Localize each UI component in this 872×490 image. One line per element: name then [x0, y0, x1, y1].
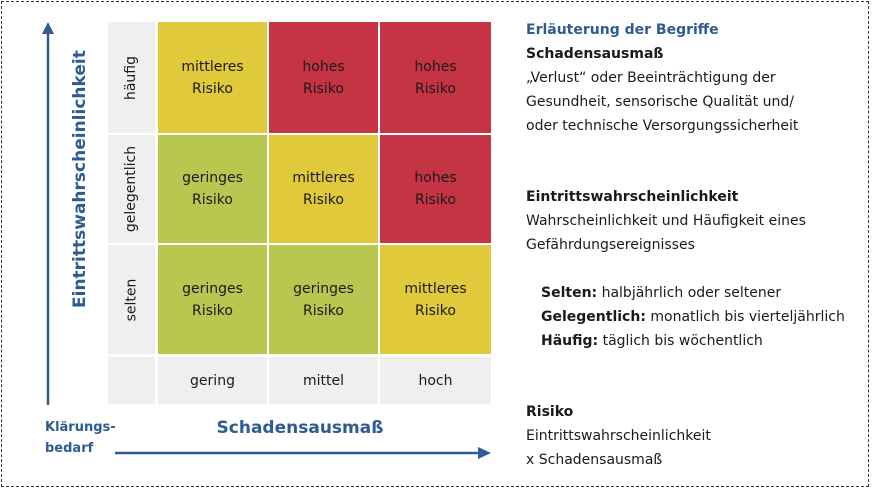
risk-cell-low: geringes Risiko: [269, 245, 378, 354]
corner-label-line2: bedarf: [45, 441, 94, 456]
risk-cell-high: hohes Risiko: [380, 135, 491, 243]
risiko-heading: Risiko: [526, 404, 574, 420]
y-axis-title: Eintrittswahrscheinlichkeit: [70, 50, 90, 308]
col-label: mittel: [269, 357, 378, 404]
eintritt-line: Gefährdungsereignisses: [526, 237, 695, 253]
risk-label: Risiko: [192, 80, 233, 97]
freq-desc: halbjährlich oder seltener: [597, 285, 782, 301]
eintritt-line: Wahrscheinlichkeit und Häufigkeit eines: [526, 213, 806, 229]
risk-label: hohes: [414, 170, 457, 186]
schaden-line: „Verlust“ oder Beeinträchtigung der: [526, 70, 776, 86]
risk-label: Risiko: [415, 80, 456, 97]
freq-term: Gelegentlich:: [541, 309, 646, 325]
row-label: selten: [123, 278, 140, 321]
schaden-line: oder technische Versorgungssicherheit: [526, 118, 799, 134]
corner-label: Klärungs- bedarf: [45, 417, 116, 459]
row-label-cell: häufig: [108, 22, 155, 133]
risk-label: hohes: [414, 58, 457, 75]
x-axis-arrowhead: [478, 447, 491, 459]
risk-cell-medium: mittleres Risiko: [380, 245, 491, 354]
risk-label: Risiko: [415, 192, 456, 208]
risk-label: geringes: [182, 170, 243, 186]
risk-label: Risiko: [192, 192, 233, 208]
row-label-cell: gelegentlich: [108, 135, 155, 243]
freq-item: Selten: halbjährlich oder seltener: [541, 281, 781, 305]
risk-cell-high: hohes Risiko: [269, 22, 378, 133]
freq-desc: monatlich bis vierteljährlich: [645, 309, 845, 325]
corner-label-line1: Klärungs-: [45, 420, 116, 435]
row-label: häufig: [123, 55, 140, 100]
row-label-cell: selten: [108, 245, 155, 354]
freq-item: Häufig: täglich bis wöchentlich: [541, 329, 763, 353]
risk-label: geringes: [182, 280, 243, 297]
freq-term: Häufig:: [541, 333, 599, 349]
col-label: gering: [158, 357, 267, 404]
legend-title: Erläuterung der Begriffe: [526, 22, 719, 38]
risiko-line: x Schadensausmaß: [526, 452, 663, 468]
risk-label: mittleres: [292, 170, 355, 186]
y-axis-arrowhead: [42, 22, 54, 34]
risk-label: geringes: [293, 280, 354, 297]
risk-label: Risiko: [303, 80, 344, 97]
risk-label: Risiko: [415, 302, 456, 319]
schaden-heading: Schadensausmaß: [526, 46, 664, 62]
risk-label: Risiko: [303, 192, 344, 208]
risk-label: mittleres: [404, 280, 467, 297]
schaden-line: Gesundheit, sensorische Qualität und/: [526, 94, 794, 110]
risk-label: mittleres: [181, 58, 244, 75]
freq-desc: täglich bis wöchentlich: [598, 333, 763, 349]
risk-cell-low: geringes Risiko: [158, 245, 267, 354]
row-label: gelegentlich: [123, 145, 140, 233]
corner-empty-cell: [108, 357, 155, 404]
risk-cell-high: hohes Risiko: [380, 22, 491, 133]
risk-cell-low: geringes Risiko: [158, 135, 267, 243]
freq-item: Gelegentlich: monatlich bis vierteljährl…: [541, 305, 845, 329]
risk-cell-medium: mittleres Risiko: [158, 22, 267, 133]
risiko-line: Eintrittswahrscheinlichkeit: [526, 428, 711, 444]
eintritt-heading: Eintrittswahrscheinlichkeit: [526, 189, 739, 205]
col-label: hoch: [380, 357, 491, 404]
risk-label: Risiko: [192, 302, 233, 319]
risk-label: Risiko: [303, 302, 344, 319]
risk-label: hohes: [302, 58, 345, 75]
x-axis-title: Schadensausmaß: [216, 418, 384, 438]
risk-cell-medium: mittleres Risiko: [269, 135, 378, 243]
freq-term: Selten:: [541, 285, 598, 301]
